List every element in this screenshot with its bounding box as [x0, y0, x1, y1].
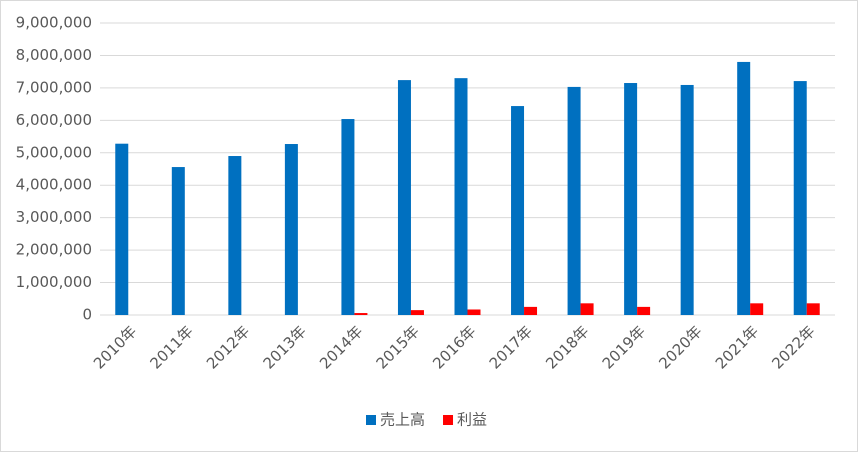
bar	[171, 167, 185, 315]
bar	[228, 156, 242, 315]
bar	[737, 61, 751, 315]
bar	[637, 306, 651, 315]
bar	[397, 80, 411, 315]
bar	[511, 106, 525, 316]
bar	[580, 303, 594, 315]
y-tick-label: 4,000,000	[16, 176, 92, 194]
y-tick-label: 3,000,000	[16, 208, 92, 226]
bar	[115, 143, 129, 315]
y-tick-label: 2,000,000	[16, 241, 92, 259]
legend-swatch	[366, 415, 376, 425]
bar	[524, 306, 538, 315]
bar	[454, 78, 468, 316]
y-tick-label: 5,000,000	[16, 143, 92, 161]
y-tick-label: 6,000,000	[16, 111, 92, 129]
bar	[806, 303, 820, 315]
bar	[467, 309, 481, 315]
y-tick-label: 1,000,000	[16, 273, 92, 291]
bar	[341, 119, 355, 315]
bar	[410, 310, 424, 315]
bar	[354, 313, 368, 315]
y-tick-label: 7,000,000	[16, 78, 92, 96]
bar	[284, 144, 298, 315]
y-tick-label: 8,000,000	[16, 46, 92, 64]
bar	[680, 84, 694, 315]
legend-swatch	[443, 415, 454, 425]
y-tick-label: 0	[82, 306, 92, 324]
y-tick-label: 9,000,000	[16, 14, 92, 32]
bar	[793, 81, 807, 315]
legend-label: 利益	[457, 411, 487, 429]
legend-label: 売上高	[380, 411, 425, 429]
bar	[750, 303, 764, 315]
bar	[567, 86, 581, 315]
bar	[624, 83, 638, 316]
